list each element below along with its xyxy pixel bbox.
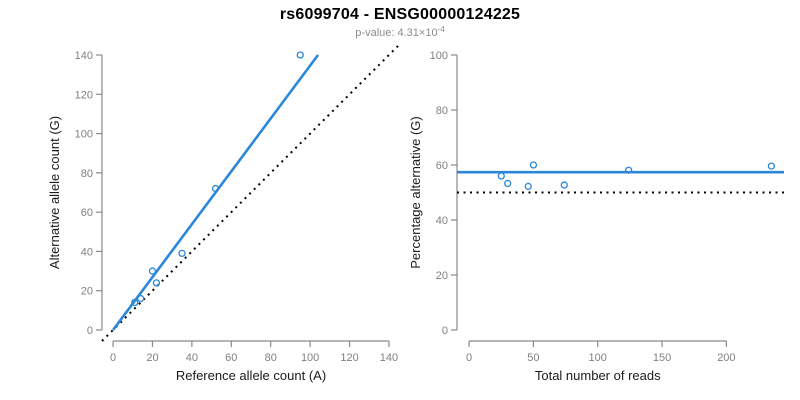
data-point: [529, 161, 538, 169]
y-tick-label: 100: [430, 50, 448, 62]
y-tick-label: 60: [436, 160, 448, 172]
y-tick-label: 100: [75, 129, 93, 141]
y-tick-label: 120: [75, 89, 93, 101]
y-axis-title: Alternative allele count (G): [47, 116, 62, 269]
data-point: [560, 181, 568, 189]
data-point: [524, 182, 532, 191]
y-tick-label: 0: [442, 325, 448, 337]
x-tick-label: 20: [146, 352, 158, 364]
x-tick-label: 200: [717, 352, 735, 364]
y-tick-label: 60: [81, 207, 93, 219]
y-tick-label: 20: [436, 270, 448, 282]
x-tick-label: 100: [589, 352, 607, 364]
x-axis-title: Reference allele count (A): [176, 368, 326, 383]
x-tick-label: 140: [380, 352, 398, 364]
x-axis-title: Total number of reads: [535, 368, 661, 383]
fit-line: [111, 54, 320, 331]
y-axis-title: Percentage alternative (G): [408, 116, 423, 268]
pvalue-exponent: -4: [437, 25, 445, 34]
identity-line: [101, 43, 401, 342]
figure-subtitle: p-value: 4.31×10-4: [0, 25, 800, 39]
data-point: [136, 294, 145, 303]
y-tick-label: 20: [81, 286, 93, 298]
y-tick-label: 80: [81, 168, 93, 180]
x-tick-label: 150: [653, 352, 671, 364]
data-point: [152, 279, 161, 287]
x-tick-label: 0: [110, 352, 116, 364]
data-point: [131, 298, 139, 307]
x-tick-label: 100: [301, 352, 319, 364]
y-tick-label: 40: [81, 246, 93, 258]
data-point: [148, 267, 157, 275]
data-point: [178, 249, 186, 258]
x-tick-label: 120: [340, 352, 358, 364]
y-tick-label: 0: [87, 325, 93, 337]
data-point: [504, 179, 512, 188]
x-tick-label: 80: [265, 352, 277, 364]
x-tick-label: 0: [466, 352, 472, 364]
y-tick-label: 40: [436, 215, 448, 227]
figure-title: rs6099704 - ENSG00000124225: [279, 6, 521, 23]
data-point: [624, 166, 633, 174]
data-point: [767, 162, 776, 170]
x-tick-label: 40: [186, 352, 198, 364]
x-tick-label: 60: [225, 352, 237, 364]
x-tick-label: 50: [527, 352, 539, 364]
data-point: [211, 184, 220, 193]
plot-percentage-vs-reads: 0 50 100 150 200 0 20 40 60 80 100 Total number of …: [408, 50, 784, 383]
pvalue-text: p-value: 4.31×10: [355, 27, 438, 39]
plot-allele-counts: 0 20 40 60 80 100 120 140 0 20 40 60 80 100 120 140 Refe…: [47, 43, 401, 383]
y-tick-label: 80: [436, 105, 448, 117]
data-point: [497, 172, 505, 180]
data-point: [296, 51, 304, 59]
y-tick-label: 140: [75, 50, 93, 62]
